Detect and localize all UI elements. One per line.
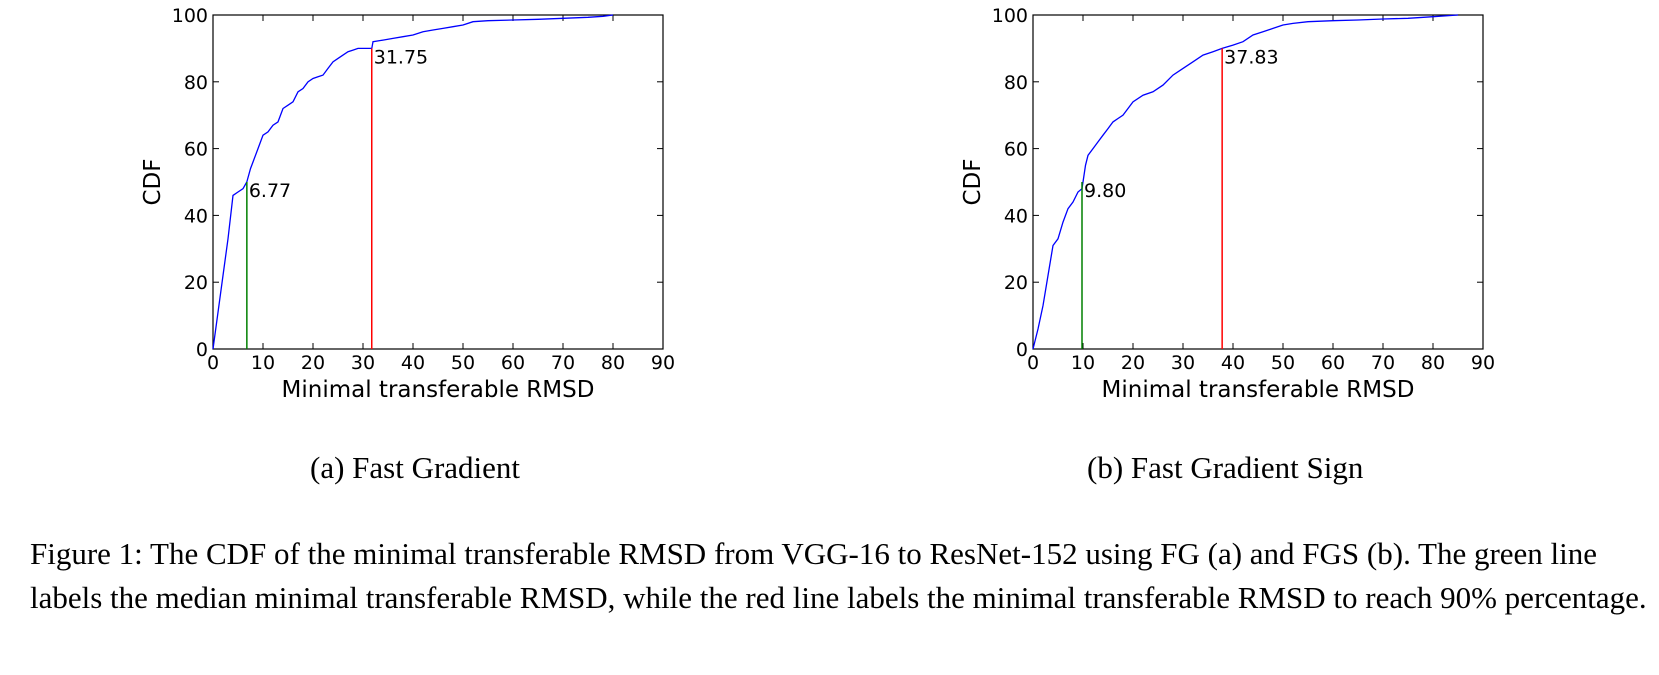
subcaption-b: (b) Fast Gradient Sign [1087,450,1364,485]
x-tick-label: 20 [1121,352,1145,374]
y-tick-label: 40 [1004,205,1028,227]
figure-caption-label: Figure 1: [30,536,143,571]
plot-frame [212,14,664,350]
x-axis-label: Minimal transferable RMSD [282,377,595,403]
x-tick-label: 40 [401,352,425,374]
p90-line-label: 37.83 [1224,46,1278,68]
x-tick-label: 60 [1321,352,1345,374]
figure-caption: Figure 1: The CDF of the minimal transfe… [30,532,1650,620]
y-tick-label: 0 [196,339,208,361]
y-tick-label: 20 [1004,272,1028,294]
x-tick-label: 50 [1271,352,1295,374]
x-tick-label: 90 [1471,352,1495,374]
y-axis-label: CDF [140,159,166,206]
y-tick-label: 80 [184,72,208,94]
chart-panel-a: 0 10 20 30 40 50 60 70 80 90 0 20 40 60 80 100 Minimal t… [130,0,870,410]
y-tick-label: 80 [1004,72,1028,94]
x-tick-label: 0 [1027,352,1039,374]
x-tick-label: 10 [251,352,275,374]
y-tick-label: 0 [1016,339,1028,361]
y-tick-label: 100 [992,5,1028,27]
x-tick-label: 90 [651,352,675,374]
x-axis-label: Minimal transferable RMSD [1102,377,1415,403]
x-tick-label: 50 [451,352,475,374]
x-tick-label: 0 [207,352,219,374]
y-tick-label: 20 [184,272,208,294]
median-line-label: 6.77 [249,180,291,202]
plot-frame [1032,14,1484,350]
x-tick-label: 40 [1221,352,1245,374]
x-tick-label: 20 [301,352,325,374]
x-tick-label: 70 [551,352,575,374]
x-tick-label: 60 [501,352,525,374]
cdf-chart-fast-gradient: 0 10 20 30 40 50 60 70 80 90 0 20 40 60 80 100 Minimal t… [140,5,675,403]
cdf-curve [212,14,614,350]
y-tick-label: 60 [1004,139,1028,161]
median-line-label: 9.80 [1084,180,1126,202]
p90-line-label: 31.75 [374,46,428,68]
cdf-curve [1032,14,1459,350]
x-tick-label: 30 [351,352,375,374]
subcaption-a: (a) Fast Gradient [310,450,521,485]
y-tick-label: 60 [184,139,208,161]
cdf-chart-fast-gradient-sign: 0 10 20 30 40 50 60 70 80 90 0 20 40 60 80 100 Minimal t… [960,5,1495,403]
y-tick-label: 40 [184,205,208,227]
y-tick-label: 100 [172,5,208,27]
chart-panel-b: 0 10 20 30 40 50 60 70 80 90 0 20 40 60 80 100 Minimal t… [950,0,1659,410]
x-tick-label: 80 [1421,352,1445,374]
x-tick-label: 30 [1171,352,1195,374]
x-tick-label: 80 [601,352,625,374]
y-axis-label: CDF [960,159,986,206]
x-tick-label: 10 [1071,352,1095,374]
x-tick-label: 70 [1371,352,1395,374]
figure-caption-text: The CDF of the minimal transferable RMSD… [30,536,1647,615]
